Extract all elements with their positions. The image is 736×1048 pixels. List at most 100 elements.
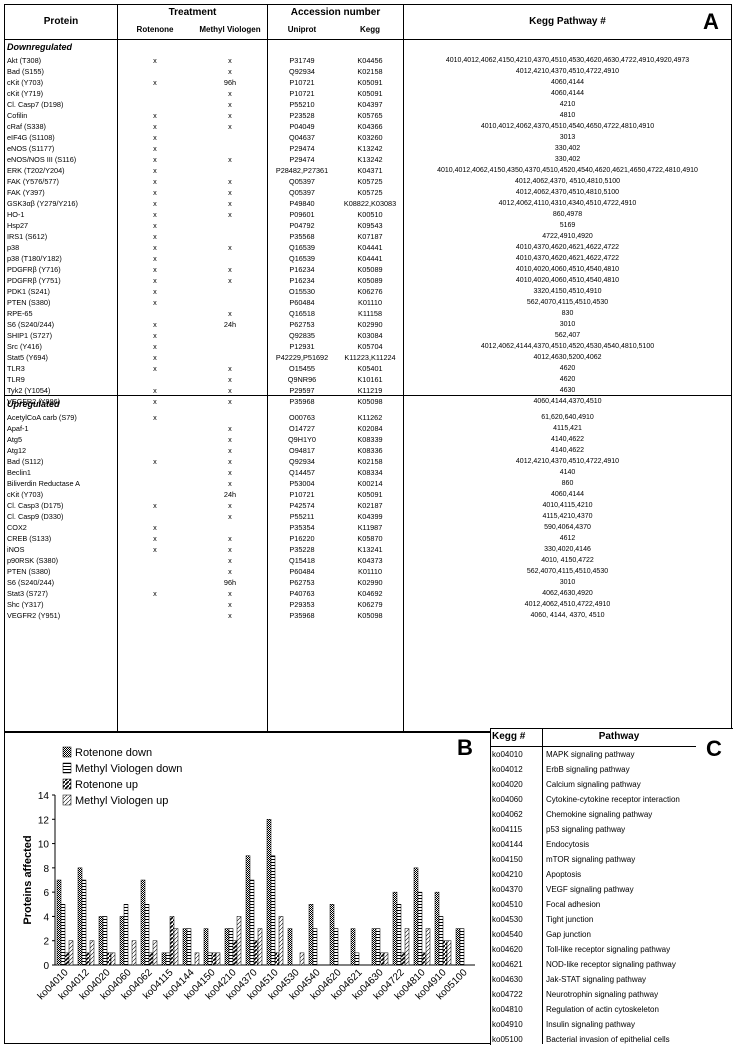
kegg-id: K02084: [357, 424, 383, 433]
protein-name: FAK (Y576/577): [7, 177, 59, 186]
uniprot-id: Q92934: [289, 457, 315, 466]
bar: [434, 891, 440, 966]
pathway-list: 4012,4210,4370,4510,4722,4910: [515, 68, 620, 75]
table-row: Stat5 (Y694) x P42229,P51692 K11223,K11224 4…: [5, 352, 731, 363]
mv-mark: x: [228, 243, 232, 252]
pathway-list: 3320,4150,4510,4910: [533, 288, 602, 295]
kegg-id: K06279: [357, 600, 383, 609]
uniprot-id: P16234: [289, 276, 315, 285]
list-item: ko04620 Toll-like receptor signaling path…: [490, 942, 696, 958]
rotenone-mark: x: [153, 56, 157, 65]
uniprot-id: Q16539: [289, 243, 315, 252]
table-row: AcetylCoA carb (S79) x O00763 K11262 61,620,…: [5, 412, 731, 423]
mv-mark: x: [228, 397, 232, 406]
uniprot-id: O94817: [289, 446, 315, 455]
mv-mark: x: [228, 468, 232, 477]
uniprot-id: P42574: [289, 501, 315, 510]
rotenone-mark: x: [153, 342, 157, 351]
kegg-pathway-name: Jak-STAT signaling pathway: [546, 975, 647, 984]
bar: [455, 928, 461, 966]
bar: [236, 916, 242, 966]
pathway-list: 4010,4115,4210: [542, 502, 593, 509]
protein-name: iNOS: [7, 545, 25, 554]
kegg-id: K05725: [357, 188, 383, 197]
pathway-list: 4012,4062,4144,4370,4510,4520,4530,4540,…: [480, 343, 655, 350]
uniprot-id: P35354: [289, 523, 315, 532]
table-row: CREB (S133) x x P16220 K05870 4612: [5, 533, 731, 544]
mv-mark: x: [228, 177, 232, 186]
table-row: Hsp27 x P04792 K09543 5169: [5, 220, 731, 231]
table-row: cKit (Y719) x P10721 K05091 4060,4144: [5, 88, 731, 99]
bar: [81, 879, 87, 966]
pathway-list: 4060,4144,4370,4510: [533, 398, 602, 405]
uniprot-id: P55210: [289, 100, 315, 109]
kegg-code: ko04020: [492, 780, 523, 789]
uniprot-id: P53004: [289, 479, 315, 488]
table-row: RPE-65 x Q16518 K11158 830: [5, 308, 731, 319]
protein-name: ERK (T202/Y204): [7, 166, 65, 175]
bar: [228, 928, 234, 966]
protein-name: IRS1 (S612): [7, 232, 48, 241]
table-row: p38 x x Q16539 K04441 4010,4370,4620,4621,462…: [5, 242, 731, 253]
rotenone-mark: x: [153, 133, 157, 142]
bar: [312, 928, 318, 966]
protein-name: Stat3 (S727): [7, 589, 48, 598]
mv-mark: x: [228, 155, 232, 164]
kegg-id: K08339: [357, 435, 383, 444]
bar: [413, 867, 419, 966]
protein-name: Hsp27: [7, 221, 29, 230]
uniprot-id: P29353: [289, 600, 315, 609]
bar: [60, 904, 66, 966]
rotenone-mark: x: [153, 364, 157, 373]
bar: [64, 952, 70, 966]
kegg-id: K04441: [357, 243, 383, 252]
y-tick-label: 14: [38, 791, 50, 802]
uniprot-id: P10721: [289, 78, 315, 87]
protein-name: GSK3αβ (Y279/Y216): [7, 199, 78, 208]
bar: [375, 928, 381, 966]
list-item: ko04510 Focal adhesion: [490, 897, 696, 913]
table-row: cKit (Y703) x 96h P10721 K05091 4060,4144: [5, 77, 731, 88]
pathway-list: 860: [561, 480, 574, 487]
pathway-list: 4722,4910,4920: [542, 233, 593, 240]
uniprot-id: Q15418: [289, 556, 315, 565]
kegg-pathway-name: ErbB signaling pathway: [546, 765, 630, 774]
bar: [56, 879, 62, 966]
section-rule: [5, 395, 731, 396]
table-row: Biliverdin Reductase A x P53004 K00214 860: [5, 478, 731, 489]
protein-name: PTEN (S380): [7, 298, 51, 307]
pathway-list: 330,402: [554, 156, 581, 163]
kegg-pathway-name: Regulation of actin cytoskeleton: [546, 1005, 659, 1014]
kegg-id: K05091: [357, 78, 383, 87]
rotenone-mark: x: [153, 276, 157, 285]
kegg-code: ko04062: [492, 810, 523, 819]
pathway-list: 4012,4630,5200,4062: [533, 354, 602, 361]
panel-label-b: B: [457, 735, 473, 760]
uniprot-id: P16234: [289, 265, 315, 274]
bar: [421, 952, 427, 966]
kegg-id: K10161: [357, 375, 383, 384]
protein-name: PDGFRβ (Y751): [7, 276, 61, 285]
protein-name: FAK (Y397): [7, 188, 45, 197]
uniprot-id: Q16539: [289, 254, 315, 263]
rotenone-mark: x: [153, 122, 157, 131]
mv-mark: x: [228, 199, 232, 208]
uniprot-id: P09601: [289, 210, 315, 219]
mv-mark: x: [228, 446, 232, 455]
mv-mark: x: [228, 122, 232, 131]
protein-name: TLR3: [7, 364, 25, 373]
mv-mark: x: [228, 611, 232, 620]
kegg-code: ko04060: [492, 795, 523, 804]
uniprot-id: O15455: [289, 364, 315, 373]
bar: [350, 928, 356, 966]
rotenone-mark: x: [153, 232, 157, 241]
rotenone-mark: x: [153, 210, 157, 219]
rotenone-mark: x: [153, 78, 157, 87]
protein-name: Bad (S112): [7, 457, 44, 466]
uniprot-id: P29474: [289, 144, 315, 153]
bar: [400, 952, 406, 966]
bar: [278, 916, 284, 966]
kegg-code: ko04540: [492, 930, 523, 939]
mv-mark: x: [228, 111, 232, 120]
